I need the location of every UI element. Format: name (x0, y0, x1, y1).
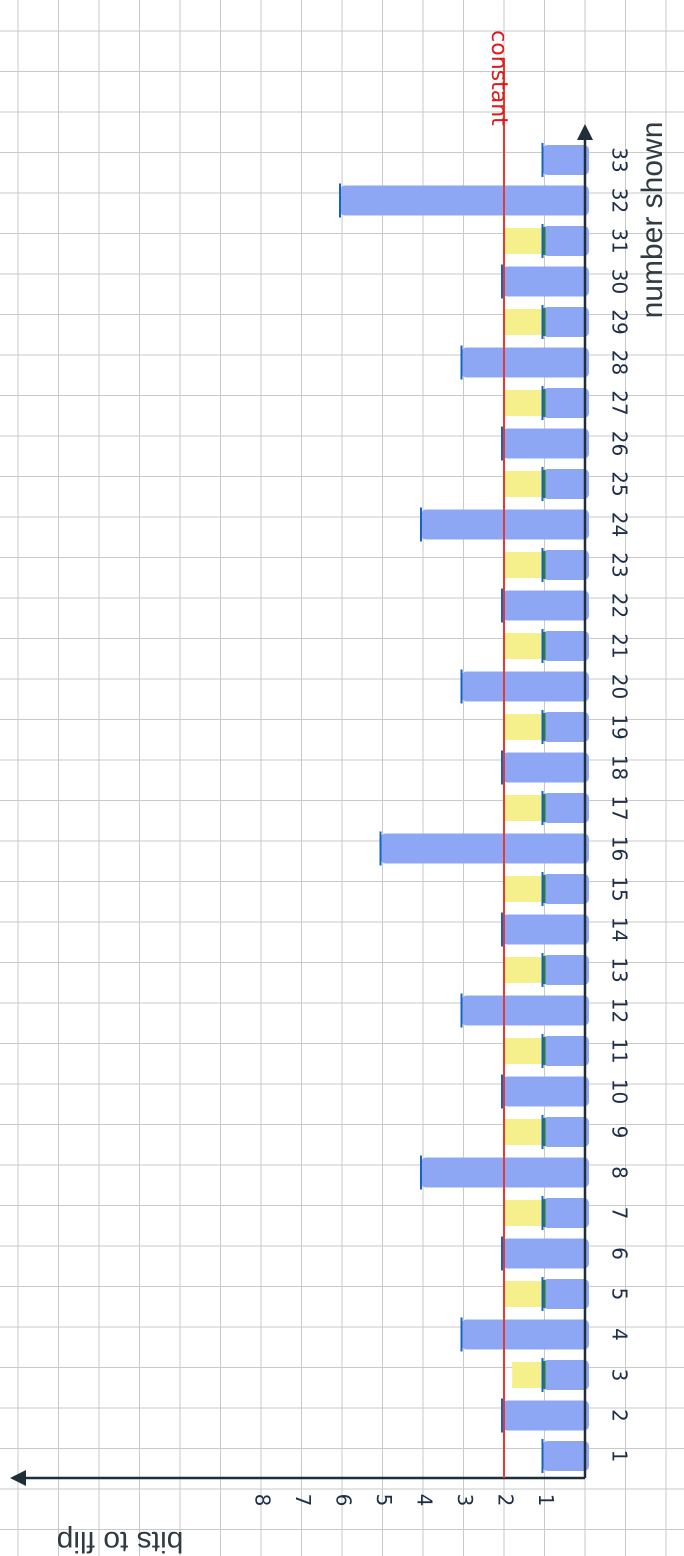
bar (542, 469, 589, 499)
bar (502, 1076, 589, 1107)
bar (461, 347, 589, 378)
x-axis-label: number shown (636, 122, 669, 319)
y-tick-label: 4 (413, 1494, 437, 1507)
y-tick-label: 1 (534, 1494, 558, 1507)
x-tick-label: 15 (608, 876, 632, 901)
bar (461, 995, 589, 1026)
x-tick-labels: 1234567891011121314151617181920212223242… (608, 147, 632, 1462)
x-tick-label: 25 (608, 471, 632, 496)
x-tick-label: 8 (608, 1166, 632, 1179)
bar (542, 631, 589, 661)
bar (502, 1238, 589, 1269)
x-tick-label: 23 (608, 552, 632, 577)
bar (542, 388, 589, 418)
x-tick-label: 13 (608, 957, 632, 982)
x-tick-label: 4 (608, 1328, 632, 1341)
x-tick-label: 1 (608, 1450, 632, 1463)
x-tick-label: 32 (608, 188, 632, 213)
bar (542, 307, 589, 337)
x-axis-arrow (577, 124, 593, 140)
bar (502, 590, 589, 621)
bar (542, 145, 589, 175)
x-tick-label: 26 (608, 431, 632, 456)
bar (542, 793, 589, 823)
bar (502, 266, 589, 297)
x-tick-label: 21 (608, 633, 632, 658)
bar (542, 955, 589, 985)
y-tick-label: 5 (372, 1494, 396, 1507)
x-tick-label: 20 (608, 674, 632, 699)
y-tick-label: 2 (494, 1494, 518, 1507)
bar (542, 712, 589, 742)
bar (502, 914, 589, 945)
x-tick-label: 22 (608, 593, 632, 618)
bar (461, 671, 589, 702)
constant-label: constant (486, 30, 511, 126)
x-tick-label: 7 (608, 1207, 632, 1220)
x-tick-label: 3 (608, 1369, 632, 1382)
bar (502, 752, 589, 783)
y-tick-label: 6 (332, 1494, 356, 1507)
x-tick-label: 27 (608, 390, 632, 415)
bar (542, 226, 589, 256)
y-tick-label: 3 (453, 1494, 477, 1507)
x-tick-label: 18 (608, 755, 632, 780)
x-tick-label: 24 (608, 512, 632, 537)
x-tick-label: 14 (608, 917, 632, 942)
bar (542, 1036, 589, 1066)
y-tick-labels: 1 2 3 4 5 6 7 8 (251, 1494, 559, 1507)
x-tick-label: 29 (608, 309, 632, 334)
bar (542, 874, 589, 904)
bar (542, 1117, 589, 1147)
x-tick-label: 6 (608, 1247, 632, 1260)
x-tick-label: 9 (608, 1126, 632, 1139)
bar (461, 1319, 589, 1350)
y-axis-label: bits to flip (57, 1525, 184, 1556)
x-tick-label: 28 (608, 350, 632, 375)
x-tick-label: 5 (608, 1288, 632, 1301)
x-tick-label: 17 (608, 795, 632, 820)
bar (542, 1279, 589, 1309)
bar (502, 428, 589, 459)
x-tick-label: 33 (608, 147, 632, 172)
x-tick-label: 31 (608, 228, 632, 253)
y-tick-label: 8 (251, 1494, 275, 1507)
bits-bars (339, 143, 589, 1473)
y-axis-arrow (10, 1470, 26, 1486)
x-tick-label: 2 (608, 1409, 632, 1422)
y-tick-label: 7 (291, 1494, 315, 1507)
axes (10, 124, 593, 1486)
x-tick-label: 16 (608, 836, 632, 861)
bar (542, 1198, 589, 1228)
bar (340, 185, 589, 216)
x-tick-label: 30 (608, 269, 632, 294)
x-tick-label: 11 (608, 1038, 632, 1063)
bar (542, 550, 589, 580)
bar (502, 1400, 589, 1431)
x-tick-label: 12 (608, 998, 632, 1023)
x-tick-label: 19 (608, 714, 632, 739)
bar (380, 833, 589, 864)
x-tick-label: 10 (608, 1079, 632, 1104)
bar (542, 1441, 589, 1471)
bar (542, 1360, 589, 1390)
